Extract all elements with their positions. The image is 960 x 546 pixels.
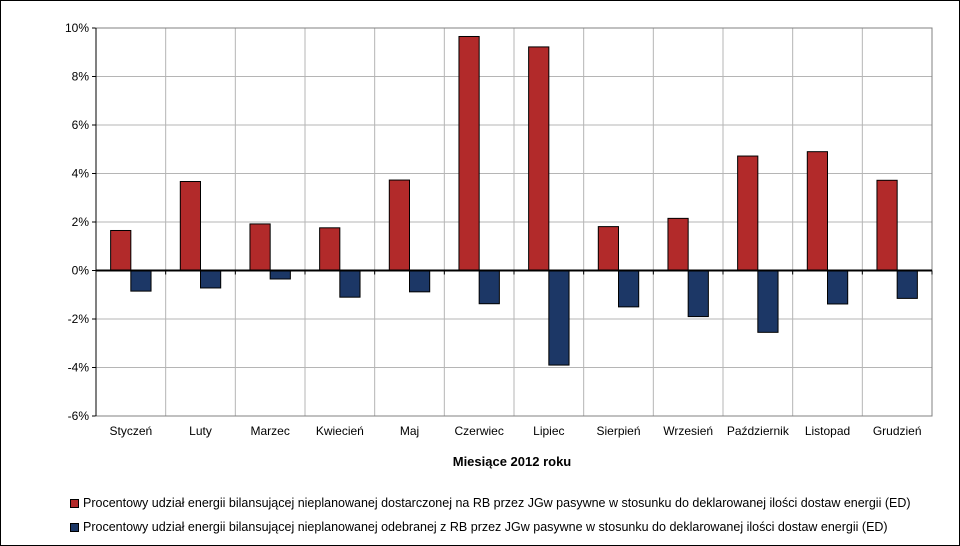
x-tick-label: Sierpień — [596, 424, 640, 438]
x-tick-label: Styczeń — [109, 424, 152, 438]
y-tick-label: 4% — [72, 167, 90, 181]
x-tick-label: Listopad — [805, 424, 850, 438]
bar-delivered-9 — [667, 217, 689, 272]
x-tick-label: Grudzień — [873, 424, 922, 438]
bar-delivered-11 — [806, 151, 829, 271]
y-tick-label: 2% — [72, 215, 90, 229]
legend-swatch-delivered — [70, 498, 79, 508]
bar-received-6 — [478, 270, 500, 305]
x-tick-label: Maj — [400, 424, 419, 438]
y-axis-ticks: -6% -4% -2% 0% 2% 4% 6% 8% 10% — [65, 21, 96, 423]
y-tick-label: -6% — [68, 409, 90, 423]
bar-delivered-3 — [249, 223, 271, 272]
x-tick-label: Czerwiec — [454, 424, 503, 438]
y-tick-label: 6% — [72, 118, 90, 132]
bar-received-10 — [757, 270, 779, 333]
y-tick-label: 10% — [65, 21, 89, 35]
bar-received-1 — [130, 270, 152, 292]
bar-received-2 — [200, 270, 222, 289]
x-tick-label: Kwiecień — [316, 424, 364, 438]
legend-item-delivered: Procentowy udział energii bilansującej n… — [70, 496, 911, 510]
axes — [95, 27, 933, 417]
legend-label-delivered: Procentowy udział energii bilansującej n… — [83, 496, 911, 510]
x-axis-labels: Styczeń Luty Marzec Kwiecień Maj Czerwiec Lipi… — [109, 424, 921, 438]
bars — [110, 35, 918, 366]
bar-received-9 — [687, 270, 709, 318]
bar-received-3 — [269, 270, 291, 280]
grid-lines — [96, 27, 932, 417]
y-tick-label: 8% — [72, 70, 90, 84]
bar-received-12 — [896, 270, 918, 299]
bar-delivered-12 — [876, 179, 898, 271]
bar-delivered-10 — [737, 155, 759, 271]
x-tick-label: Luty — [189, 424, 212, 438]
legend-label-received: Procentowy udział energii bilansującej n… — [83, 520, 888, 534]
bar-received-11 — [827, 270, 849, 305]
y-tick-label: -2% — [68, 312, 90, 326]
bar-delivered-7 — [528, 46, 550, 272]
x-tick-label: Październik — [727, 424, 790, 438]
bar-received-4 — [339, 270, 361, 298]
bar-delivered-4 — [319, 227, 341, 272]
y-tick-label: 0% — [72, 264, 90, 278]
x-tick-label: Lipiec — [533, 424, 564, 438]
legend-item-received: Procentowy udział energii bilansującej n… — [70, 520, 888, 534]
bar-delivered-5 — [388, 179, 410, 271]
bar-delivered-1 — [110, 229, 132, 272]
x-axis-title: Miesiące 2012 roku — [453, 454, 572, 469]
legend-swatch-received — [70, 522, 79, 532]
x-tick-label: Wrzesień — [663, 424, 713, 438]
bar-delivered-6 — [458, 35, 480, 271]
bar-received-8 — [618, 270, 640, 308]
bar-delivered-2 — [179, 181, 201, 271]
y-tick-label: -4% — [68, 361, 90, 375]
bar-received-5 — [409, 270, 431, 293]
bar-delivered-8 — [597, 226, 620, 271]
x-tick-label: Marzec — [250, 424, 289, 438]
bar-received-7 — [548, 270, 570, 366]
